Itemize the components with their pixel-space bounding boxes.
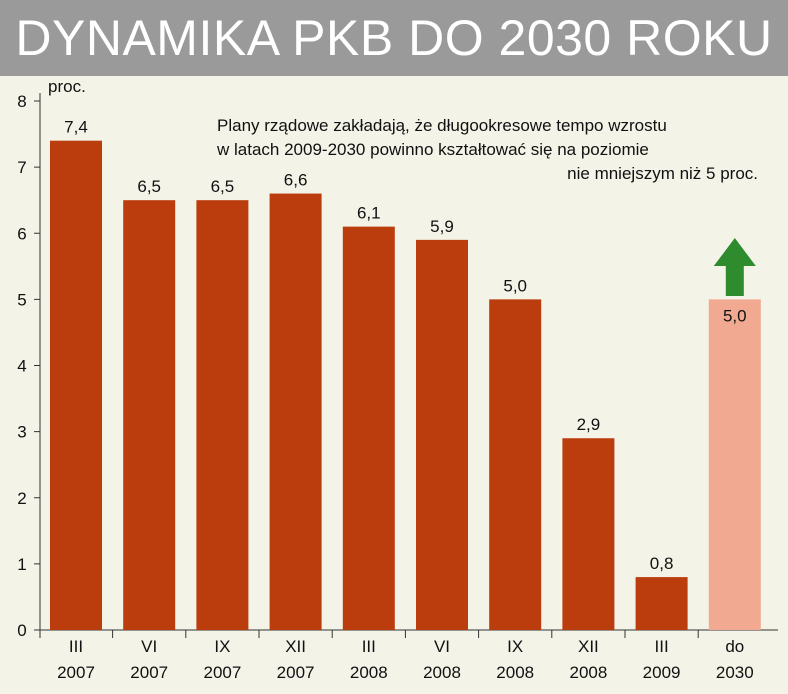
bar xyxy=(635,577,688,630)
x-tick-label: 2030 xyxy=(716,663,754,682)
data-label: 6,5 xyxy=(211,177,235,196)
x-tick-label: III xyxy=(655,637,669,656)
annotation-line: w latach 2009-2030 powinno kształtować s… xyxy=(216,140,649,159)
y-tick-label: 7 xyxy=(17,158,26,177)
annotation-line: nie mniejszym niż 5 proc. xyxy=(567,164,758,183)
y-tick-label: 6 xyxy=(17,224,26,243)
y-tick-label: 0 xyxy=(17,621,26,640)
x-tick-label: 2009 xyxy=(643,663,681,682)
x-tick-label: III xyxy=(362,637,376,656)
bar xyxy=(123,200,176,630)
x-tick-label: III xyxy=(69,637,83,656)
data-label: 6,5 xyxy=(137,177,161,196)
data-label: 7,4 xyxy=(64,118,88,137)
data-label: 5,0 xyxy=(503,276,527,295)
data-label: 2,9 xyxy=(577,415,601,434)
x-tick-label: do xyxy=(725,637,744,656)
bar xyxy=(562,438,615,630)
x-tick-label: XII xyxy=(285,637,306,656)
y-tick-label: 5 xyxy=(17,290,26,309)
x-tick-label: 2008 xyxy=(423,663,461,682)
y-tick-label: 3 xyxy=(17,423,26,442)
data-label: 5,9 xyxy=(430,217,454,236)
data-label: 6,1 xyxy=(357,204,381,223)
y-tick-label: 2 xyxy=(17,489,26,508)
x-tick-label: 2008 xyxy=(350,663,388,682)
y-axis-label: proc. xyxy=(48,77,86,96)
growth-arrow-icon xyxy=(713,238,756,296)
bar xyxy=(416,239,468,631)
data-label: 0,8 xyxy=(650,554,674,573)
x-tick-label: XII xyxy=(578,637,599,656)
x-tick-label: 2008 xyxy=(569,663,607,682)
bar xyxy=(489,299,542,630)
bar xyxy=(342,226,395,630)
bars xyxy=(50,140,761,631)
x-tick-label: 2007 xyxy=(130,663,168,682)
bar xyxy=(196,200,249,630)
y-tick-label: 8 xyxy=(17,92,26,111)
y-tick-label: 1 xyxy=(17,555,26,574)
x-tick-label: 2007 xyxy=(57,663,95,682)
up-arrow-icon xyxy=(713,238,756,296)
x-tick-label: VI xyxy=(141,637,157,656)
y-tick-label: 4 xyxy=(17,357,26,376)
x-tick-label: 2008 xyxy=(496,663,534,682)
data-label: 5,0 xyxy=(723,306,747,325)
x-tick-label: 2007 xyxy=(203,663,241,682)
labels: 0 1 2 3 4 5 6 7 8 7,4 III 2007 6,5 VI 2007 6,5 IX 2007 6,6… xyxy=(17,92,753,682)
chart-title: DYNAMIKA PKB DO 2030 ROKU xyxy=(0,0,788,76)
annotation: Plany rządowe zakładają, że długookresow… xyxy=(216,116,758,183)
annotation-line: Plany rządowe zakładają, że długookresow… xyxy=(217,116,667,135)
x-tick-label: IX xyxy=(214,637,230,656)
bar xyxy=(708,299,761,630)
bar xyxy=(50,140,102,631)
data-label: 6,6 xyxy=(284,171,308,190)
x-tick-label: VI xyxy=(434,637,450,656)
x-tick-label: 2007 xyxy=(277,663,315,682)
bar xyxy=(269,193,322,630)
x-tick-label: IX xyxy=(507,637,523,656)
